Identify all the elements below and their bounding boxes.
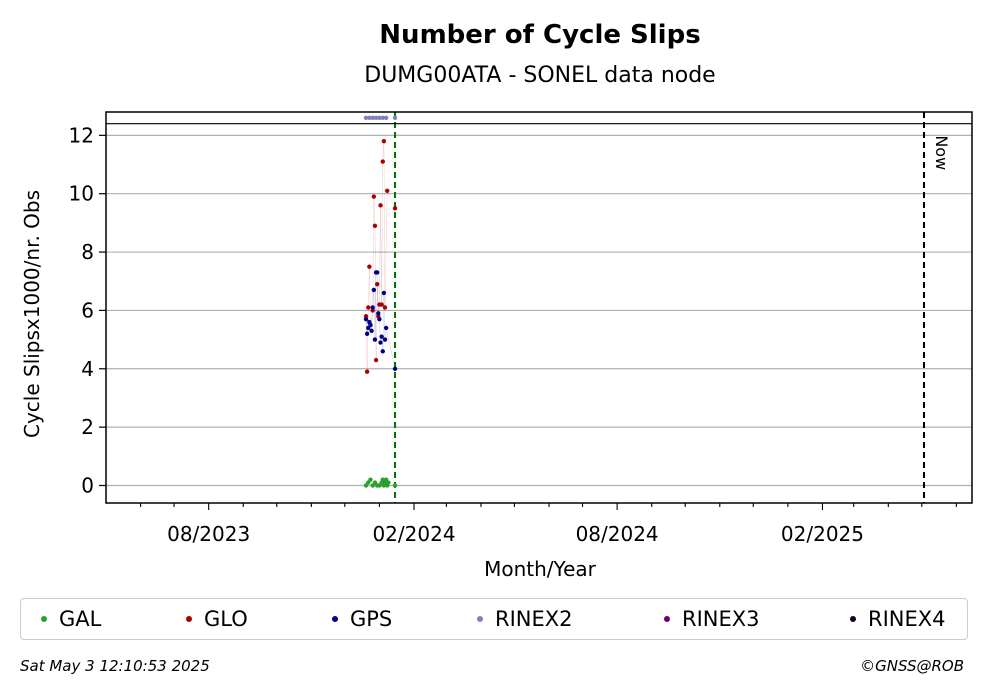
legend-label: GPS: [350, 607, 393, 631]
legend-item-rinex2: RINEX2: [477, 599, 573, 639]
point-rinex2: [373, 115, 379, 121]
legend-item-gal: GAL: [41, 599, 101, 639]
chart-subtitle: DUMG00ATA - SONEL data node: [364, 63, 715, 88]
point-gps: [369, 328, 374, 334]
legend-marker: [332, 616, 338, 622]
y-tick-label: 12: [69, 123, 94, 147]
legend-marker: [850, 616, 856, 622]
point-gps: [392, 366, 398, 371]
point-glo: [379, 302, 384, 307]
x-tick-label: 02/2025: [781, 522, 864, 546]
x-tick-label: 08/2023: [167, 522, 250, 546]
x-tick-label: 02/2024: [372, 522, 455, 546]
footer-copyright: ©GNSS@ROB: [860, 657, 964, 675]
legend-label: GLO: [204, 607, 248, 631]
legend-label: RINEX2: [495, 607, 573, 631]
point-gps: [363, 316, 369, 322]
legend-marker: [186, 616, 192, 622]
point-rinex2: [377, 115, 382, 121]
point-glo: [366, 305, 371, 310]
point-gps: [368, 322, 373, 328]
point-gps: [379, 334, 384, 339]
x-axis-label: Month/Year: [484, 557, 597, 581]
point-glo: [378, 203, 383, 208]
legend-item-rinex4: RINEX4: [850, 599, 946, 639]
point-gps: [370, 305, 375, 310]
marker-layer: Now: [394, 112, 951, 503]
point-gps: [371, 287, 377, 293]
now-label: Now: [932, 135, 951, 170]
point-glo: [374, 281, 380, 287]
y-tick-label: 8: [81, 240, 94, 264]
point-gps: [364, 331, 370, 336]
legend-label: GAL: [59, 607, 102, 631]
point-glo: [392, 206, 398, 211]
point-gal: [392, 483, 398, 488]
point-gps: [374, 270, 380, 275]
legend-label: RINEX3: [682, 607, 760, 631]
point-glo: [364, 369, 370, 374]
footer-timestamp: Sat May 3 12:10:53 2025: [20, 657, 210, 675]
point-glo: [371, 194, 377, 199]
legend-marker: [41, 616, 47, 622]
y-tick-label: 0: [81, 473, 94, 497]
legend: GAL GLO GPS RINEX2 RINEX3 RINEX4: [20, 598, 968, 640]
point-glo: [385, 188, 390, 193]
point-gps: [378, 340, 383, 345]
point-gps: [380, 349, 385, 354]
axes-layer: 0 2 4 6 8 10 12 08/2023 02/2024 08/2024 02/2025: [69, 123, 972, 546]
y-tick-label: 6: [81, 298, 94, 322]
point-rinex2: [370, 115, 375, 121]
y-tick-label: 4: [81, 357, 94, 381]
point-gps: [382, 337, 388, 342]
legend-item-glo: GLO: [186, 599, 248, 639]
chart-title: Number of Cycle Slips: [379, 20, 700, 50]
point-rinex2: [363, 115, 369, 121]
point-gps: [381, 290, 387, 296]
point-glo: [382, 305, 388, 310]
point-gps: [377, 316, 382, 322]
legend-item-gps: GPS: [332, 599, 392, 639]
legend-label: RINEX4: [868, 607, 946, 631]
grid-layer: [106, 134, 972, 487]
y-tick-label: 10: [69, 182, 94, 206]
point-glo: [367, 264, 372, 269]
plot-frame: [105, 111, 973, 504]
point-gal: [368, 477, 373, 482]
legend-marker: [477, 616, 483, 622]
legend-marker: [664, 616, 670, 622]
point-gps: [372, 337, 378, 342]
y-tick-label: 2: [81, 415, 94, 439]
point-rinex2: [380, 115, 385, 121]
legend-item-rinex3: RINEX3: [664, 599, 760, 639]
point-rinex2: [383, 115, 389, 121]
point-glo: [380, 159, 385, 164]
point-rinex2: [367, 115, 372, 121]
point-glo: [381, 138, 387, 144]
point-gal: [386, 480, 391, 485]
y-axis-label: Cycle Slipsx1000/nr. Obs: [20, 190, 44, 438]
x-tick-label: 08/2024: [576, 522, 659, 546]
point-gps: [376, 311, 381, 316]
point-glo: [372, 223, 378, 228]
point-glo: [373, 357, 379, 363]
point-rinex2: [392, 115, 398, 121]
point-gps: [383, 325, 389, 331]
points-layer: [363, 115, 398, 488]
